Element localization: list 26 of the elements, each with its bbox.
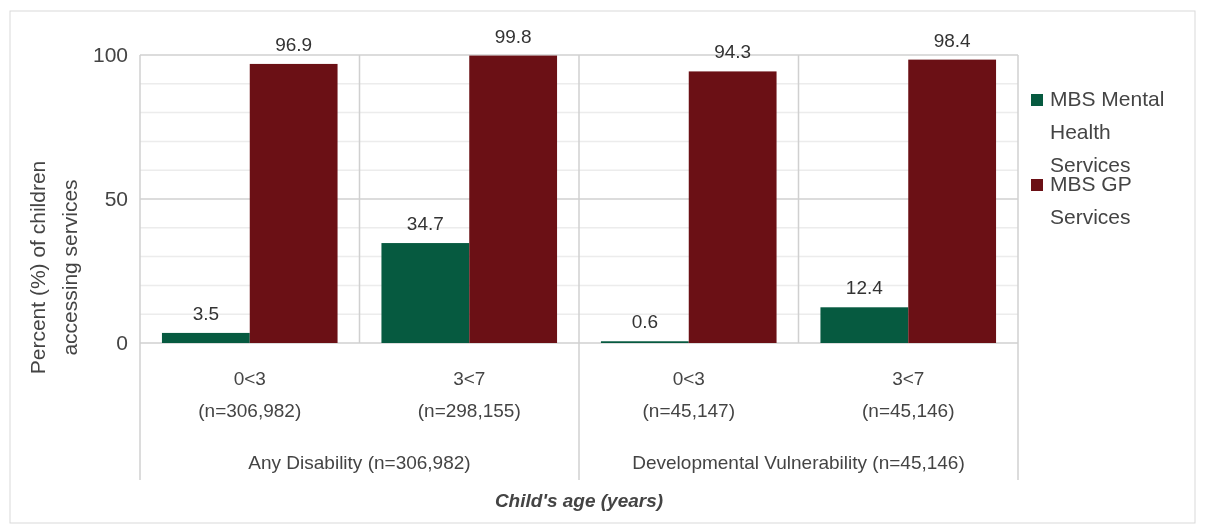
data-label: 34.7: [406, 213, 444, 235]
y-tick-label: 50: [104, 187, 128, 211]
data-label: 96.9: [275, 33, 313, 55]
y-tick-label: 0: [116, 331, 128, 355]
bar: [820, 307, 909, 343]
x-tick-label: 0<3 (n=306,982): [198, 368, 302, 421]
text: Developmental Vulnerability (n=45,146): [632, 452, 965, 473]
x-axis-title: Child's age (years): [494, 490, 664, 511]
bar: [469, 55, 558, 343]
bar: [381, 243, 470, 343]
y-tick-label: 100: [92, 43, 128, 67]
data-label: 99.8: [494, 25, 532, 47]
y-axis-title: Percent (%) of children accessing services: [26, 160, 81, 375]
data-label: 3.5: [192, 302, 220, 324]
bar: [688, 71, 777, 343]
x-tick-label: 0<3 (n=45,147): [642, 368, 735, 421]
data-label: 98.4: [933, 29, 972, 51]
bar: [908, 59, 997, 343]
x-tick-label: 3<7 (n=298,155): [417, 368, 521, 421]
data-label: 12.4: [845, 277, 884, 299]
data-label: 0.6: [631, 311, 659, 333]
bar: [249, 63, 338, 343]
data-label: 94.3: [714, 41, 752, 63]
x-tick-label: 3<7 (n=45,146): [862, 368, 955, 421]
bar: [161, 332, 250, 343]
text: Any Disability (n=306,982): [248, 452, 471, 473]
